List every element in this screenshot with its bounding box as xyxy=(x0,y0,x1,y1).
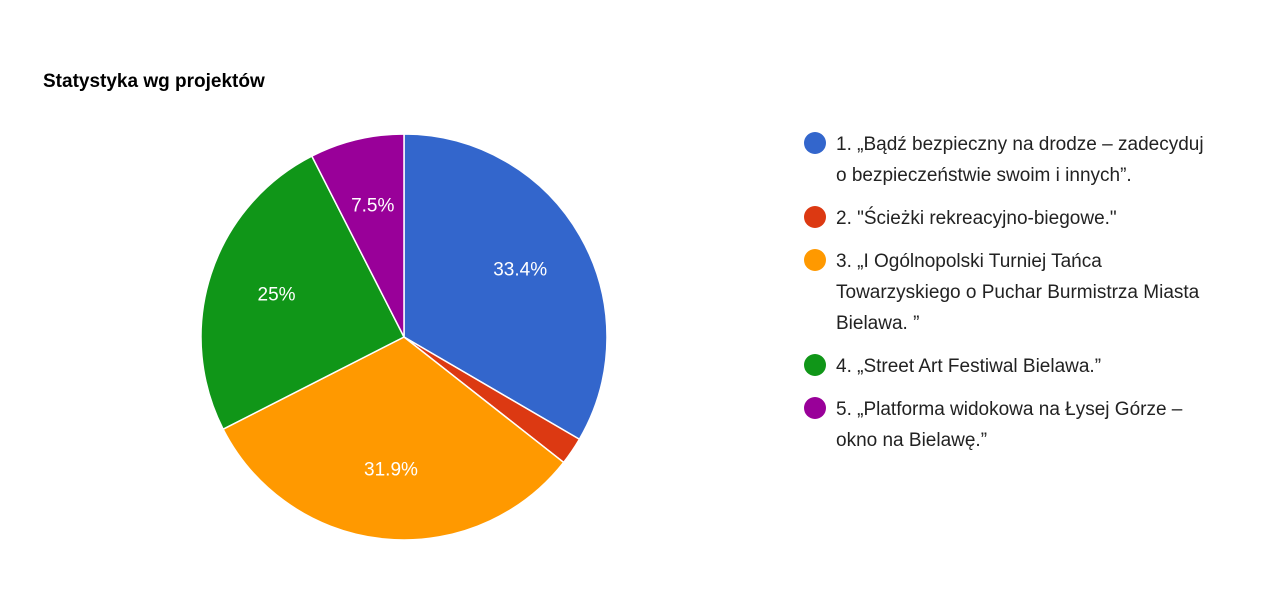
legend-swatch-3 xyxy=(804,249,826,271)
legend-label-1: 1. „Bądź bezpieczny na drodze – zadecydu… xyxy=(836,134,1204,186)
legend-swatch-2 xyxy=(804,206,826,228)
legend-swatch-4 xyxy=(804,354,826,376)
pie-slice-1[interactable] xyxy=(403,133,608,441)
legend-item-5[interactable]: 5. „Platforma widokowa na Łysej Górze – … xyxy=(804,394,1224,456)
legend-label-2: 2. "Ścieżki rekreacyjno-biegowe." xyxy=(836,208,1117,229)
legend-item-4[interactable]: 4. „Street Art Festiwal Bielawa.” xyxy=(804,351,1224,382)
pie-slice-3[interactable] xyxy=(222,336,565,541)
legend-item-3[interactable]: 3. „I Ogólnopolski Turniej Tańca Towarzy… xyxy=(804,246,1224,339)
legend-label-3: 3. „I Ogólnopolski Turniej Tańca Towarzy… xyxy=(836,251,1200,334)
legend-label-5: 5. „Platforma widokowa na Łysej Górze – … xyxy=(836,399,1183,451)
pie-slice-label-3: 31.9% xyxy=(364,459,418,480)
pie-slice-label-1: 33.4% xyxy=(493,259,547,280)
legend-item-1[interactable]: 1. „Bądź bezpieczny na drodze – zadecydu… xyxy=(804,129,1224,191)
legend-item-2[interactable]: 2. "Ścieżki rekreacyjno-biegowe." xyxy=(804,203,1224,234)
legend: 1. „Bądź bezpieczny na drodze – zadecydu… xyxy=(804,129,1224,468)
pie-slice-label-5: 7.5% xyxy=(351,196,394,217)
legend-swatch-5 xyxy=(804,397,826,419)
legend-label-4: 4. „Street Art Festiwal Bielawa.” xyxy=(836,356,1102,377)
chart-title: Statystyka wg projektów xyxy=(43,71,265,92)
pie-slice-label-4: 25% xyxy=(258,285,296,306)
pie-slice-4[interactable] xyxy=(200,155,406,431)
legend-swatch-1 xyxy=(804,132,826,154)
pie-slice-5[interactable] xyxy=(310,133,405,338)
